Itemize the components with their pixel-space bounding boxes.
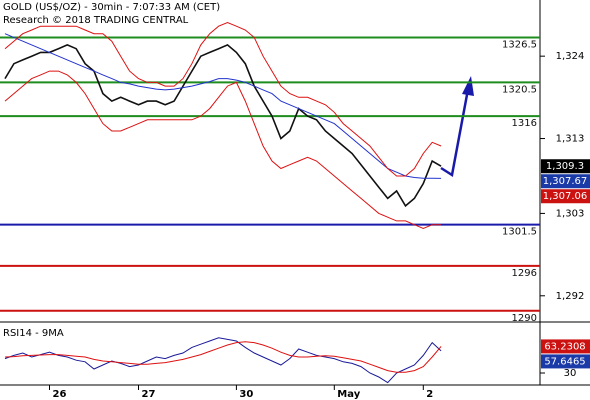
chart-title: GOLD (US$/OZ) - 30min - 7:07:33 AM (CET) (3, 2, 220, 13)
x-tick-label: 30 (239, 389, 253, 400)
x-tick-label: 2 (426, 389, 433, 400)
y-tick-label: 1,292 (556, 291, 585, 302)
arrow-head (462, 76, 474, 96)
series-line (4, 70, 442, 229)
price-label: 57.6465 (544, 356, 585, 367)
y-tick-label: 1,303 (556, 208, 585, 219)
price-label-box (541, 189, 590, 204)
price-label-box (541, 354, 590, 369)
level-label: 1326.5 (502, 39, 537, 50)
y-tick-label: 30 (564, 368, 577, 379)
level-label: 1320.5 (502, 84, 537, 95)
chart-subtitle: Research © 2018 TRADING CENTRAL (3, 15, 189, 26)
series-line (4, 43, 442, 208)
x-tick-label: 26 (53, 389, 67, 400)
price-label-box (541, 159, 590, 174)
series-line (4, 337, 442, 384)
y-tick-label: 1,313 (556, 134, 585, 145)
level-label: 1301.5 (502, 227, 537, 238)
price-label: 1,307.06 (543, 191, 588, 202)
y-tick-label: 1,324 (556, 51, 585, 62)
level-label: 1290 (512, 313, 537, 324)
series-line (4, 341, 442, 373)
x-tick-label: May (337, 389, 360, 400)
level-label: 1296 (512, 268, 537, 279)
series-line (4, 21, 442, 177)
price-label: 63.2308 (544, 341, 585, 352)
price-label-box (541, 174, 590, 189)
level-label: 1316 (512, 118, 537, 129)
price-label: 1,307.67 (543, 176, 588, 187)
price-label-box (541, 339, 590, 354)
forecast-arrow (440, 83, 471, 178)
price-label: 1,309.3 (546, 161, 584, 172)
x-tick-label: 27 (142, 389, 156, 400)
rsi-title: RSI14 - 9MA (3, 328, 64, 339)
series-line (4, 33, 442, 179)
